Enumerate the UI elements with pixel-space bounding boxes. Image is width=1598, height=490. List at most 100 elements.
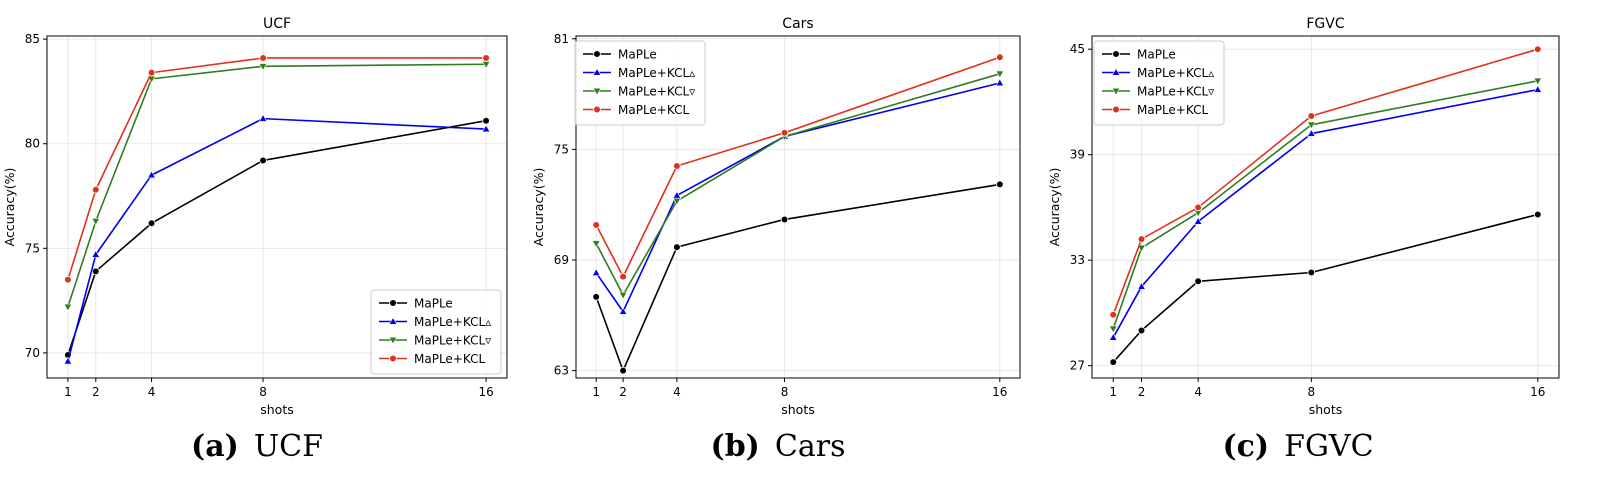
data-point (618, 307, 628, 315)
caption-space (1269, 429, 1284, 464)
x-tick-label: 16 (478, 385, 493, 399)
data-point (63, 303, 73, 312)
x-tick-label: 8 (781, 385, 789, 399)
data-point (63, 356, 73, 365)
data-point (1137, 244, 1146, 253)
data-point (1137, 235, 1146, 243)
chart-title: FGVC (1306, 16, 1344, 32)
x-tick-label: 1 (592, 385, 600, 399)
series-3 (63, 61, 491, 312)
chart-panel-2: 1 2 4 8 1663697581CarsshotsAccuracy(%)MaPLeM… (531, 16, 1021, 464)
data-point (1108, 325, 1118, 334)
legend-box (370, 289, 502, 375)
legend-marker (592, 87, 602, 96)
x-tick-label: 2 (1138, 385, 1146, 399)
y-tick-label: 75 (554, 142, 569, 156)
data-point (592, 293, 600, 301)
series-line (1112, 213, 1538, 363)
data-point (1533, 210, 1542, 219)
data-point (591, 240, 601, 249)
y-tick-label: 63 (554, 364, 569, 378)
series-2 (63, 114, 491, 365)
legend-marker (1111, 67, 1121, 76)
data-point (1137, 281, 1146, 290)
data-point (1307, 268, 1316, 277)
legend-box (1093, 40, 1225, 126)
data-point (619, 366, 627, 375)
data-point (1307, 121, 1316, 130)
data-point (1307, 128, 1316, 137)
data-point (259, 54, 267, 62)
data-point (780, 128, 789, 137)
series-4 (1109, 45, 1542, 319)
data-point (1533, 77, 1543, 86)
data-point (91, 267, 100, 276)
legend-marker (389, 354, 397, 363)
caption-text: UCF (254, 429, 323, 464)
x-tick-label: 1 (1109, 385, 1117, 399)
data-point (147, 219, 156, 228)
x-tick-label: 2 (619, 385, 627, 399)
caption-space (760, 429, 775, 464)
data-point (259, 156, 267, 165)
data-point (1533, 85, 1543, 93)
series-4 (64, 54, 490, 284)
series-2 (591, 78, 1005, 315)
legend-label: MaPLe+KCL▿ (618, 85, 695, 99)
data-point (1108, 332, 1118, 341)
y-tick-label: 69 (554, 253, 569, 267)
y-tick-label: 33 (1070, 253, 1085, 267)
plot-frame (575, 35, 1021, 379)
data-point (91, 185, 100, 194)
y-axis-label: Accuracy(%) (1047, 168, 1062, 247)
caption-label: (c) (1222, 429, 1269, 464)
data-point (995, 70, 1005, 79)
data-point (147, 68, 156, 77)
legend-label: MaPLe (1137, 48, 1176, 62)
figure-caption: (b) Cars (711, 429, 846, 464)
x-tick-label: 4 (673, 385, 681, 399)
data-point (780, 215, 789, 224)
y-tick-label: 85 (25, 32, 40, 46)
legend-label: MaPLe+KCL▵ (1137, 66, 1214, 80)
series-1 (64, 116, 490, 359)
y-axis-label: Accuracy(%) (2, 168, 17, 247)
legend: MaPLe MaPLe+KCL▵ MaPLe+KCL▿ MaPLe+KCL (1093, 40, 1225, 126)
data-point (618, 291, 628, 300)
legend-box (574, 40, 706, 126)
data-point (147, 170, 156, 179)
series-1 (1109, 210, 1542, 366)
data-point (592, 221, 600, 229)
data-point (673, 162, 681, 170)
x-axis-label: shots (1309, 402, 1343, 417)
data-point (91, 218, 101, 226)
chart-title: UCF (263, 16, 291, 32)
legend-label: MaPLe (618, 48, 657, 62)
caption-text: FGVC (1284, 429, 1373, 464)
data-point (1109, 358, 1118, 366)
data-point (672, 197, 682, 206)
legend-marker (389, 299, 397, 307)
data-point (1109, 310, 1118, 319)
data-point (258, 114, 268, 122)
data-point (619, 272, 627, 281)
data-point (996, 53, 1004, 62)
data-point (481, 124, 491, 133)
x-tick-label: 16 (992, 385, 1007, 399)
x-axis-label: shots (781, 402, 815, 417)
data-point (64, 275, 72, 284)
x-tick-label: 16 (1530, 385, 1545, 399)
data-point (482, 116, 490, 125)
legend-marker (593, 105, 601, 114)
y-tick-label: 75 (25, 241, 40, 255)
y-tick-label: 70 (25, 346, 40, 360)
y-tick-label: 80 (25, 137, 40, 151)
series-3 (1108, 77, 1543, 334)
data-point (1193, 216, 1203, 225)
legend-marker (1111, 87, 1121, 96)
series-line (595, 183, 1000, 372)
legend-label: MaPLe+KCL▿ (1137, 85, 1214, 99)
legend-label: MaPLe+KCL (618, 103, 689, 117)
data-point (482, 54, 490, 62)
